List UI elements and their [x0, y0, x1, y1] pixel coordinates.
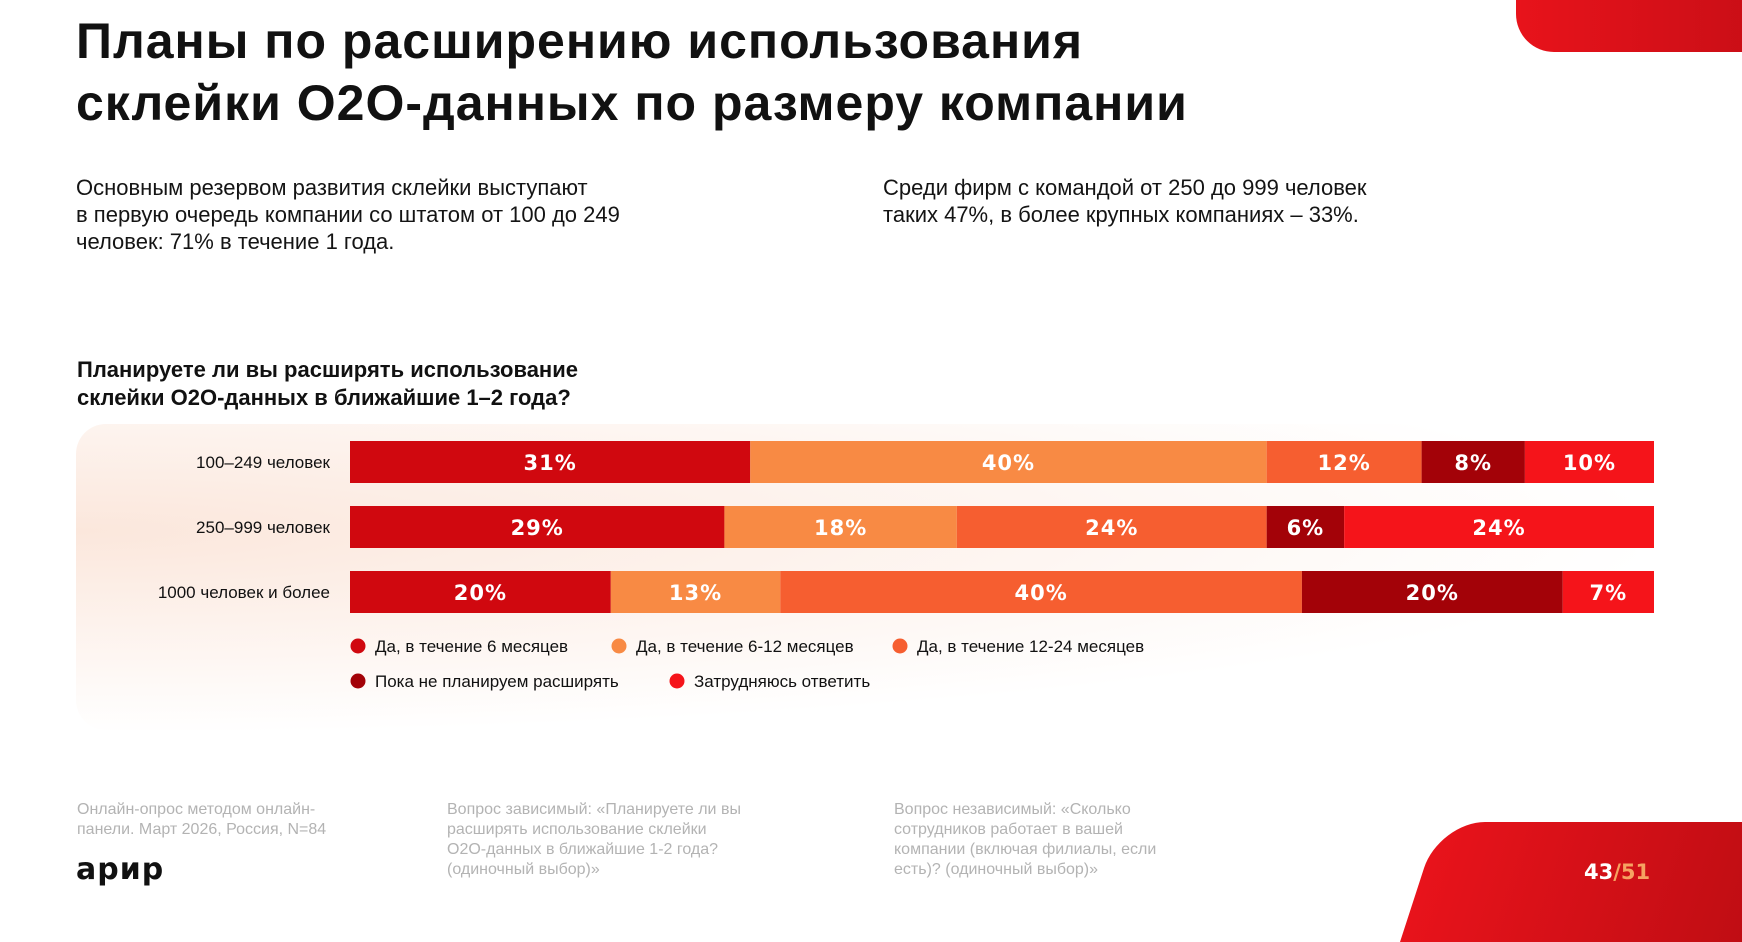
footnote-method-line-2: панели. Март 2026, Россия, N=84 [77, 821, 327, 838]
lead-right-line-1: Среди фирм с командой от 250 до 999 чело… [883, 175, 1367, 200]
footnote-independent-line-2: сотрудников работает в вашей [894, 821, 1123, 838]
page-title-line-2: склейки O2O-данных по размеру компании [76, 75, 1188, 131]
row-label: 100–249 человек [196, 453, 331, 472]
data-label: 13% [669, 581, 722, 605]
footnote-dependent-line-3: O2O-данных в ближайшие 1-2 года? [447, 841, 719, 858]
footnote-independent-line-1: Вопрос независимый: «Сколько [894, 801, 1131, 818]
lead-text-left: Основным резервом развития склейки высту… [76, 174, 716, 255]
page-title: Планы по расширению использования склейк… [76, 10, 1516, 134]
bar-segment [350, 571, 611, 613]
footnote-dependent-line-2: расширять использование склейки [447, 821, 707, 838]
data-label: 7% [1590, 581, 1628, 605]
chart-title-line-1: Планируете ли вы расширять использование [77, 357, 578, 382]
data-label: 40% [1014, 581, 1067, 605]
bar-segment [780, 571, 1302, 613]
legend-marker [350, 638, 366, 654]
bar-segment [1421, 441, 1525, 483]
data-label: 24% [1085, 516, 1138, 540]
footnote-method: Онлайн-опрос методом онлайн- панели. Мар… [77, 800, 377, 840]
footnote-dependent-line-4: (одиночный выбор)» [447, 861, 600, 878]
legend-label: Да, в течение 6-12 месяцев [636, 637, 854, 656]
page-number: 43/51 [1584, 860, 1650, 884]
legend-marker [350, 673, 366, 689]
stacked-bar-chart: 100–249 человек 31% 40% 12% 8% 10% 250–999 чел… [158, 441, 1654, 691]
page-title-line-1: Планы по расширению использования [76, 13, 1084, 69]
legend-label: Да, в течение 6 месяцев [375, 637, 568, 656]
data-label: 8% [1454, 451, 1492, 475]
lead-right-line-2: таких 47%, в более крупных компаниях – 3… [883, 202, 1359, 227]
lead-left-line-3: человек: 71% в течение 1 года. [76, 229, 395, 254]
data-label: 20% [1406, 581, 1459, 605]
bar-segment [724, 506, 957, 548]
lead-left-line-1: Основным резервом развития склейки высту… [76, 175, 588, 200]
data-label: 29% [511, 516, 564, 540]
bar-segment [956, 506, 1267, 548]
bar-segment [750, 441, 1267, 483]
data-label: 20% [454, 581, 507, 605]
legend-marker [669, 673, 685, 689]
data-label: 12% [1318, 451, 1371, 475]
lead-text-right: Среди фирм с командой от 250 до 999 чело… [883, 174, 1483, 228]
footnote-independent-question: Вопрос независимый: «Сколько сотрудников… [894, 800, 1214, 880]
legend-marker [611, 638, 627, 654]
data-label: 6% [1287, 516, 1325, 540]
data-label: 18% [814, 516, 867, 540]
legend-label: Затрудняюсь ответить [694, 672, 870, 691]
bar-segment [1266, 441, 1422, 483]
footnote-dependent-line-1: Вопрос зависимый: «Планируете ли вы [447, 801, 741, 818]
bar-segment [1562, 571, 1654, 613]
bar-segment [1524, 441, 1654, 483]
footnote-independent-line-3: компании (включая филиалы, если [894, 841, 1157, 858]
footnote-dependent-question: Вопрос зависимый: «Планируете ли вы расш… [447, 800, 787, 880]
page-number-total: /51 [1613, 860, 1651, 884]
footnote-method-line-1: Онлайн-опрос методом онлайн- [77, 801, 316, 818]
bar-segment [1344, 506, 1654, 548]
chart-title: Планируете ли вы расширять использование… [77, 356, 578, 412]
legend-marker [892, 638, 908, 654]
bar-segment [350, 506, 725, 548]
corner-decoration-top [1516, 0, 1742, 52]
brand-logo: арир [76, 852, 165, 887]
bar-segment [1266, 506, 1345, 548]
chart-title-line-2: склейки O2O-данных в ближайшие 1–2 года? [77, 385, 571, 410]
data-label: 40% [982, 451, 1035, 475]
row-label: 250–999 человек [196, 518, 331, 537]
bar-segment [610, 571, 781, 613]
data-label: 24% [1472, 516, 1525, 540]
row-label: 1000 человек и более [158, 583, 330, 602]
legend-label: Да, в течение 12-24 месяцев [917, 637, 1144, 656]
legend-label: Пока не планируем расширять [375, 672, 619, 691]
data-label: 31% [523, 451, 576, 475]
lead-left-line-2: в первую очередь компании со штатом от 1… [76, 202, 620, 227]
page-number-current: 43 [1584, 860, 1614, 884]
bar-segment [1301, 571, 1563, 613]
data-label: 10% [1563, 451, 1616, 475]
footnote-independent-line-4: есть)? (одиночный выбор)» [894, 861, 1099, 878]
bar-segment [350, 441, 751, 483]
